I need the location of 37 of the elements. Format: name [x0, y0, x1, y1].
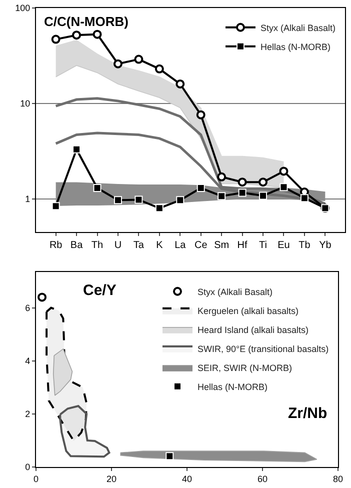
- x-tick-label: Ce: [194, 240, 208, 251]
- legend-label: Styx (Alkali Basalt): [197, 286, 273, 297]
- x-tick-label: Tb: [298, 240, 311, 251]
- x-tick-label: 40: [182, 474, 192, 484]
- legend-label: Styx (Alkali Basalt): [260, 22, 336, 33]
- x-tick-label: Ba: [70, 240, 84, 251]
- x-tick-label: Yb: [319, 240, 332, 251]
- x-tick-label: Eu: [278, 240, 290, 251]
- x-tick-label: 60: [257, 474, 268, 484]
- x-tick-label: 0: [33, 474, 39, 484]
- text: C/C(N-MORB): [44, 14, 128, 29]
- y-tick-label: 4: [25, 356, 30, 366]
- legend-label: SWIR, 90°E (transitional basalts): [197, 344, 329, 354]
- legend-label: SEIR, SWIR (N-MORB): [197, 362, 292, 373]
- x-tick-label: Ta: [133, 240, 144, 251]
- legend-label: Heard Island (alkali basalts): [197, 324, 309, 335]
- y-tick-label: 0: [25, 462, 30, 472]
- x-tick-label: 20: [106, 474, 117, 484]
- y-tick-label: 2: [25, 409, 30, 420]
- y-tick-label: 10: [20, 98, 30, 109]
- legend-label: Hellas (N-MORB): [260, 42, 331, 52]
- x-tick-label: Ti: [259, 240, 268, 251]
- y-tick-label: 100: [15, 3, 30, 14]
- x-tick-label: La: [174, 240, 186, 251]
- y-tick-label: 6: [25, 302, 30, 313]
- x-tick-label: Th: [91, 240, 104, 251]
- x-tick-label: Rb: [49, 240, 63, 251]
- x-tick-label: U: [114, 240, 122, 251]
- x-tick-label: 80: [332, 474, 344, 484]
- legend-label: Hellas (N-MORB): [197, 382, 268, 392]
- x-tick-label: K: [156, 240, 164, 251]
- y-tick-label: 1: [25, 194, 30, 204]
- x-tick-label: Sm: [214, 240, 230, 251]
- x-axis-title: Zr/Nb: [288, 405, 328, 422]
- x-tick-label: Hf: [237, 240, 248, 251]
- y-axis-title: Ce/Y: [83, 282, 116, 299]
- legend-label: Kerguelen (alkali basalts): [197, 306, 299, 316]
